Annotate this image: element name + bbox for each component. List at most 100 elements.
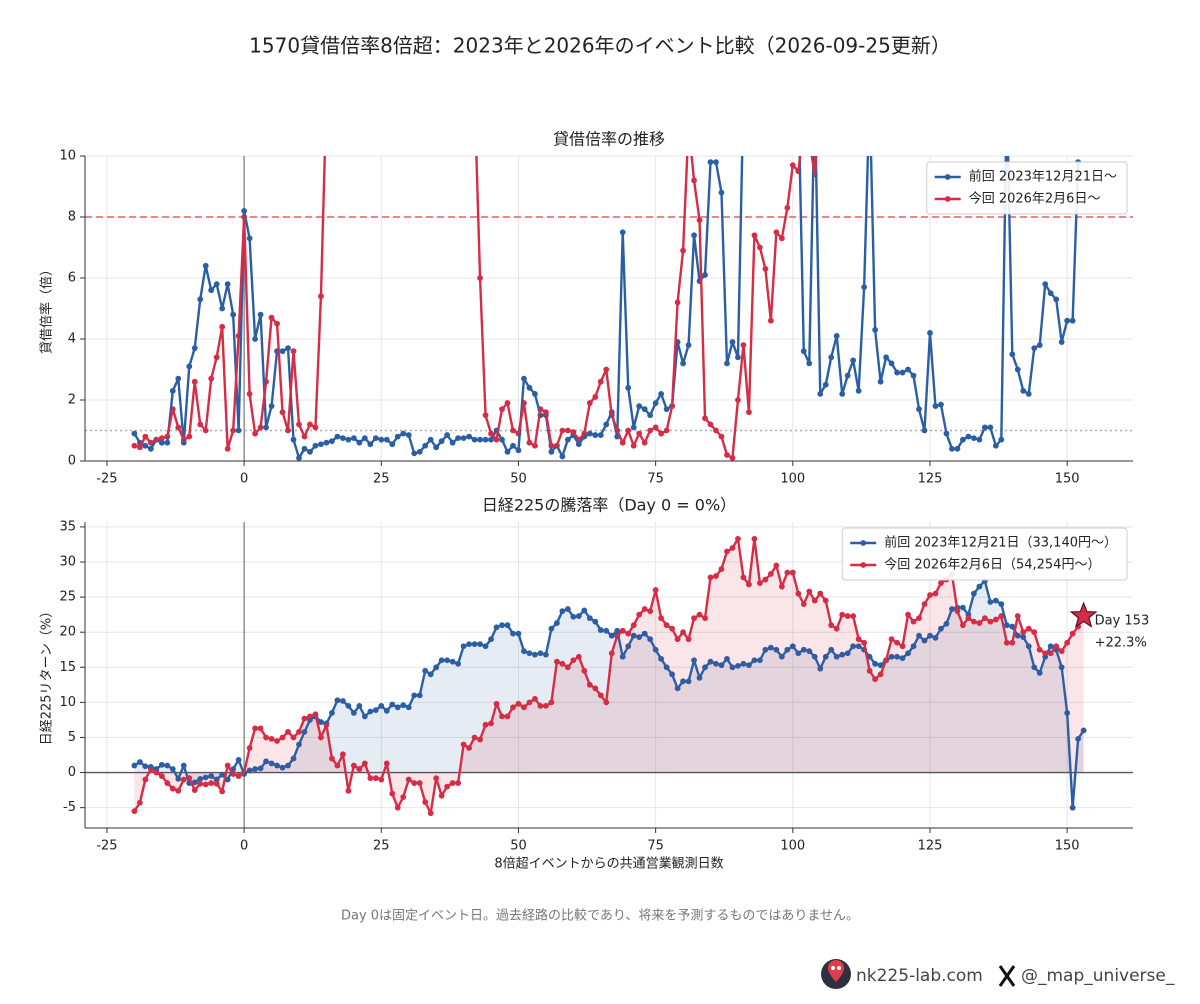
y-tick-label: 0 bbox=[68, 454, 76, 469]
data-point bbox=[351, 92, 357, 98]
data-point bbox=[790, 92, 796, 98]
data-point bbox=[389, 92, 395, 98]
end-marker bbox=[1069, 601, 1098, 628]
x-tick-label: 150 bbox=[1055, 839, 1080, 854]
data-point bbox=[773, 92, 779, 98]
footer-icon bbox=[821, 959, 851, 989]
data-point bbox=[422, 92, 428, 98]
data-point bbox=[428, 92, 434, 98]
data-point bbox=[324, 92, 330, 98]
series-line bbox=[134, 156, 818, 460]
data-point bbox=[806, 138, 812, 144]
y-axis-label: 貸借倍率（倍） bbox=[39, 263, 55, 354]
data-point bbox=[356, 92, 362, 98]
x-tick-label: 100 bbox=[780, 472, 805, 487]
data-point bbox=[801, 123, 807, 129]
data-point bbox=[746, 92, 752, 98]
y-tick-label: 35 bbox=[59, 519, 76, 534]
data-point bbox=[762, 92, 768, 98]
x-tick-label: 75 bbox=[647, 839, 664, 854]
x-tick-label: 50 bbox=[510, 839, 527, 854]
data-point bbox=[1004, 92, 1010, 98]
data-point bbox=[400, 92, 406, 98]
data-point bbox=[384, 92, 390, 98]
x-tick-label: 150 bbox=[1055, 472, 1080, 487]
series-line bbox=[133, 156, 1080, 460]
legend-swatch bbox=[860, 562, 867, 568]
series-line bbox=[133, 537, 1085, 815]
legend-box bbox=[926, 161, 1128, 215]
footer-site: nk225-lab.com bbox=[856, 966, 983, 986]
data-point bbox=[779, 92, 785, 98]
data-point bbox=[373, 92, 379, 98]
annotation: +22.3% bbox=[1095, 636, 1147, 651]
data-point bbox=[741, 92, 747, 98]
x-tick-label: 50 bbox=[510, 472, 527, 487]
chart: 日経225の騰落率（Day 0 = 0%） 日経225リターン（%） 8倍超イベント… bbox=[40, 496, 1150, 872]
data-point bbox=[395, 92, 401, 98]
data-point bbox=[406, 92, 412, 98]
data-point bbox=[439, 92, 445, 98]
y-tick-label: 25 bbox=[59, 590, 76, 605]
data-point bbox=[378, 92, 384, 98]
y-tick-label: 10 bbox=[59, 695, 76, 710]
data-point bbox=[686, 123, 692, 129]
data-point bbox=[455, 92, 461, 98]
page-title: 1570貸借倍率8倍超：2023年と2026年のイベント比較（2026-09-2… bbox=[249, 34, 951, 58]
y-tick-label: 5 bbox=[68, 730, 76, 745]
y-tick-label: 20 bbox=[59, 625, 76, 640]
x-tick-label: 75 bbox=[647, 472, 664, 487]
data-point bbox=[757, 92, 763, 98]
y-tick-label: 2 bbox=[68, 393, 76, 408]
y-tick-label: 0 bbox=[68, 765, 76, 780]
y-axis-label: 日経225リターン（%） bbox=[40, 605, 55, 746]
x-tick-label: -25 bbox=[96, 839, 117, 854]
x-axis-label: 8倍超イベントからの共通営業観測日数 bbox=[494, 856, 723, 872]
legend-swatch bbox=[944, 174, 951, 180]
chart-title: 日経225の騰落率（Day 0 = 0%） bbox=[482, 496, 736, 515]
x-tick-label: 25 bbox=[373, 839, 390, 854]
data-point bbox=[461, 92, 467, 98]
x-tick-label: 125 bbox=[918, 472, 943, 487]
legend-label: 今回 2026年2月6日（54,254円〜） bbox=[884, 557, 1100, 573]
data-point bbox=[444, 92, 450, 98]
legend-label: 前回 2023年12月21日〜 bbox=[969, 169, 1117, 185]
data-point bbox=[795, 92, 801, 98]
chart-title: 貸借倍率の推移 bbox=[553, 130, 665, 149]
y-tick-label: 15 bbox=[59, 660, 76, 675]
area-fill bbox=[134, 538, 1084, 814]
data-point bbox=[784, 92, 790, 98]
legend-swatch bbox=[860, 540, 867, 546]
legend-swatch bbox=[944, 196, 951, 202]
data-point bbox=[334, 92, 340, 98]
area-fill bbox=[134, 580, 1084, 808]
data-point bbox=[466, 92, 472, 98]
x-logo bbox=[998, 965, 1016, 987]
y-tick-label: 8 bbox=[68, 210, 76, 225]
legend: 前回 2023年12月21日〜今回 2026年2月6日〜 bbox=[926, 161, 1128, 215]
legend: 前回 2023年12月21日（33,140円〜） 今回 2026年2月6日（54,… bbox=[841, 527, 1128, 581]
data-point bbox=[472, 92, 478, 98]
data-point bbox=[867, 92, 873, 98]
legend-label: 今回 2026年2月6日〜 bbox=[969, 191, 1101, 207]
legend-box bbox=[841, 527, 1128, 581]
x-tick-label: 0 bbox=[240, 472, 248, 487]
y-tick-label: -5 bbox=[63, 800, 76, 815]
data-point bbox=[812, 92, 818, 98]
x-tick-label: 100 bbox=[780, 839, 805, 854]
annotation: Day 153 bbox=[1095, 614, 1150, 629]
data-point bbox=[433, 92, 439, 98]
data-point bbox=[367, 92, 373, 98]
series-line bbox=[133, 579, 1085, 809]
data-point bbox=[817, 92, 823, 98]
x-tick-label: 25 bbox=[373, 472, 390, 487]
data-point bbox=[450, 92, 456, 98]
data-point bbox=[362, 92, 368, 98]
note: Day 0は固定イベント日。過去経路の比較であり、将来を予測するものではありませ… bbox=[341, 908, 859, 924]
data-point bbox=[411, 92, 417, 98]
legend-label: 前回 2023年12月21日（33,140円〜） bbox=[884, 535, 1117, 551]
x-tick-label: 0 bbox=[240, 839, 248, 854]
data-point bbox=[329, 92, 335, 98]
